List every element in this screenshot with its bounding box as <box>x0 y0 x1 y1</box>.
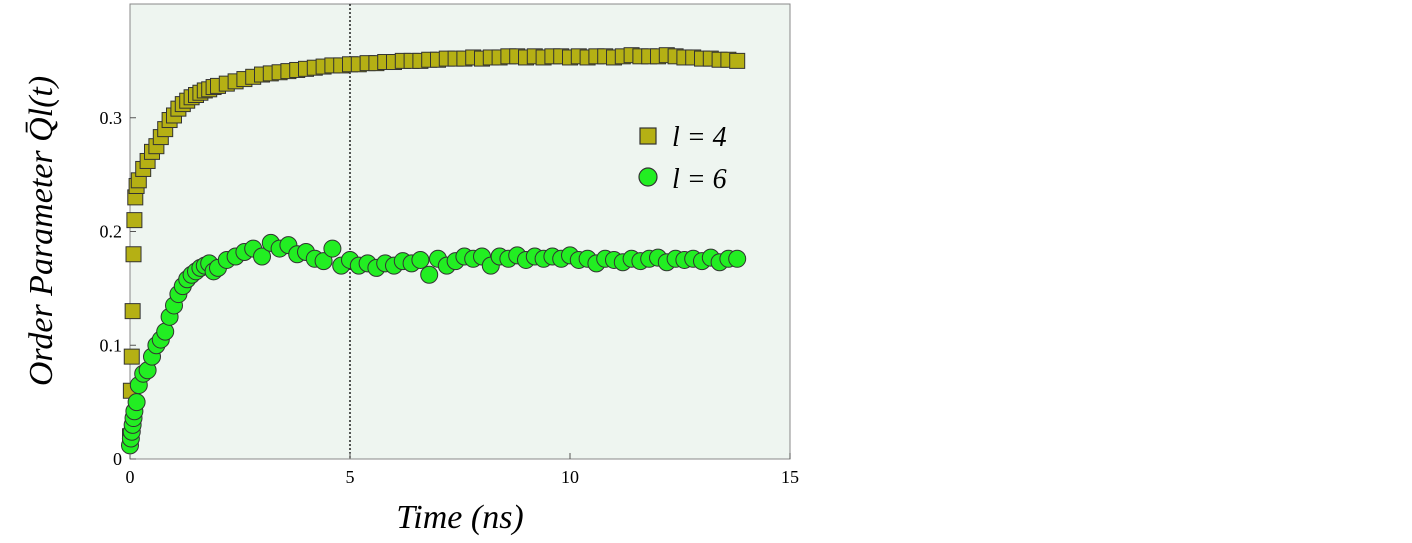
data-point-l6 <box>253 247 271 266</box>
x-tick-label: 0 <box>126 467 135 487</box>
legend-marker-l4 <box>639 127 657 145</box>
x-tick-label: 5 <box>346 467 355 487</box>
axes-layer: 0 5 10 15 0 0.1 0.2 0.3 <box>100 108 800 487</box>
data-point-l4 <box>125 246 142 263</box>
legend: l = 4 l = 6 <box>638 122 727 195</box>
data-point-l4 <box>124 303 141 320</box>
data-point-l4 <box>126 212 143 229</box>
data-point-l4 <box>729 52 746 69</box>
y-tick-label: 0.1 <box>100 335 123 355</box>
series-layer <box>121 47 747 455</box>
y-axis-title: Order Parameter Q̄l(t) <box>23 76 60 386</box>
y-tick-label: 0.2 <box>100 222 123 242</box>
data-point-l6 <box>323 239 342 258</box>
legend-label-l6: l = 6 <box>672 164 727 195</box>
legend-marker-l6 <box>638 167 658 187</box>
plot-area <box>129 3 791 460</box>
y-tick-label: 0 <box>113 449 122 469</box>
series-l6 <box>121 233 747 455</box>
data-point-l6 <box>314 252 333 271</box>
data-point-l6 <box>411 250 430 269</box>
data-point-l6 <box>420 265 439 284</box>
data-point-l6 <box>127 393 146 412</box>
x-axis-title: Time (ns) <box>396 499 524 536</box>
x-tick-label: 15 <box>781 467 799 487</box>
y-tick-label: 0.3 <box>100 108 123 128</box>
series-l4 <box>122 47 746 445</box>
legend-label-l4: l = 4 <box>672 122 727 153</box>
data-point-l4 <box>123 348 140 365</box>
data-point-l6 <box>728 249 747 268</box>
x-tick-label: 10 <box>561 467 579 487</box>
